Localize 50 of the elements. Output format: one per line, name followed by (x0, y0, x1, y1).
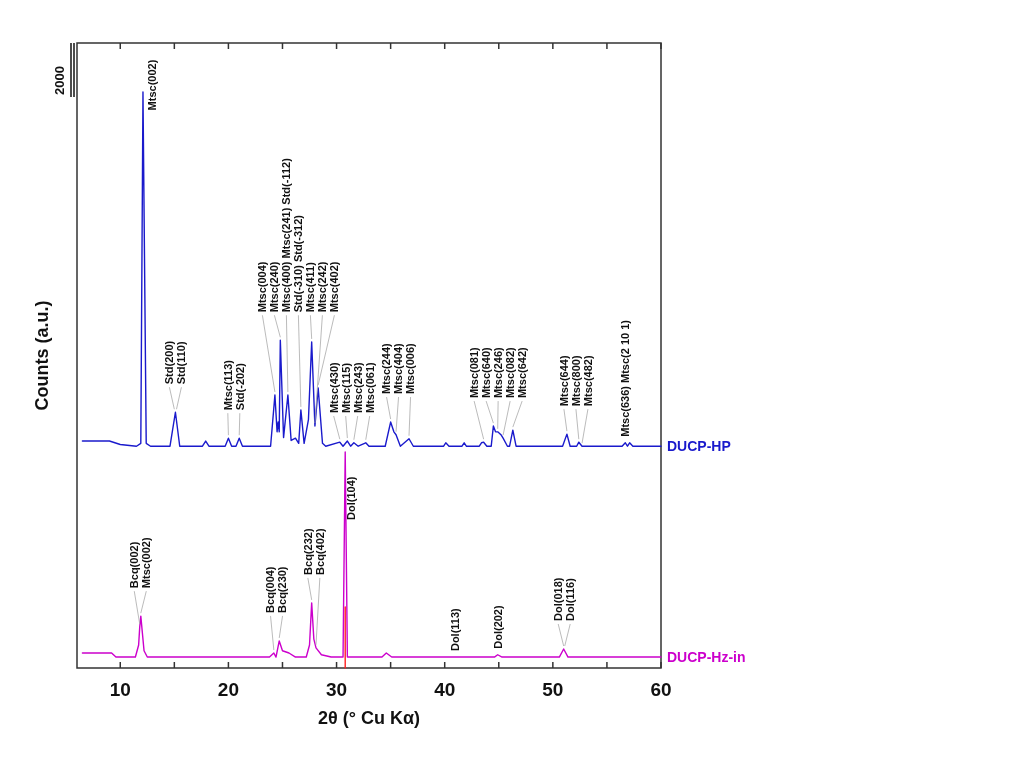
annotation: Dol(116) (564, 577, 577, 621)
annotation: Bcq(402) (313, 528, 326, 575)
annotation: Bcq(230) (276, 566, 289, 613)
annotation: Bcq(004) (264, 566, 277, 613)
annotation: Mtsc(061) (363, 361, 376, 414)
x-tick-label: 30 (325, 679, 348, 700)
annotation: Dol(018) (552, 577, 565, 621)
annotation: Mtsc(002) (140, 537, 153, 589)
annotation: Mtsc(113) (221, 359, 234, 411)
annotation: Mtsc(244) (380, 342, 393, 395)
annotation: Mtsc(430) (327, 361, 340, 414)
x-tick-label: 20 (217, 679, 239, 700)
x-axis-title: 2θ (° Cu Kα) (318, 708, 420, 728)
annotation: Mtsc(004) (256, 261, 269, 313)
series-label: DUCP-Hz-in (667, 648, 746, 665)
x-tick-label: 40 (434, 679, 456, 700)
annotation: Std(200) (163, 340, 176, 385)
annotation: Mtsc(400) Mtsc(241) Std(-112) (280, 157, 293, 313)
annotation: Mtsc(482) (581, 355, 594, 407)
text: 2000 (52, 66, 67, 95)
annotation: Std(-310) Std(-312) (292, 214, 305, 313)
annotation: Mtsc(006) (404, 342, 417, 395)
annotation: Bcq(002) (128, 541, 141, 589)
annotation: Mtsc(411) (304, 261, 317, 313)
annotation: Mtsc(800) (569, 355, 582, 407)
annotation: Std(-202) (233, 362, 246, 411)
annotation: Std(110) (175, 341, 188, 385)
annotation: Dol(202) (491, 605, 504, 649)
annotation: Mtsc(082) (503, 346, 516, 399)
annotation: Mtsc(242) (316, 261, 329, 313)
annotation: Mtsc(240) (268, 261, 281, 313)
annotation: Mtsc(002) (145, 59, 158, 111)
annotation: Dol(104) (345, 476, 358, 520)
y-axis-title: Counts (a.u.) (32, 300, 52, 411)
annotation: Mtsc(644) (557, 355, 570, 407)
annotation: Mtsc(243) (351, 361, 364, 414)
annotation: Mtsc(402) (328, 261, 341, 313)
annotation: Mtsc(081) (467, 346, 480, 399)
annotation: Mtsc(115) (339, 362, 352, 414)
x-tick-label: 50 (542, 679, 564, 700)
annotation: Bcq(232) (301, 528, 314, 575)
annotation: Dol(113) (449, 607, 462, 652)
annotation: Mtsc(404) (392, 342, 405, 395)
x-tick-label: 60 (650, 679, 672, 700)
series-label: DUCP-HP (667, 438, 731, 455)
annotation: Mtsc(246) (491, 346, 504, 399)
annotation: Mtsc(640) (479, 346, 492, 399)
annotation: Mtsc(642) (515, 346, 528, 399)
annotation: Mtsc(636) Mtsc(2 10 1) (619, 319, 632, 437)
x-tick-label: 10 (109, 679, 131, 700)
